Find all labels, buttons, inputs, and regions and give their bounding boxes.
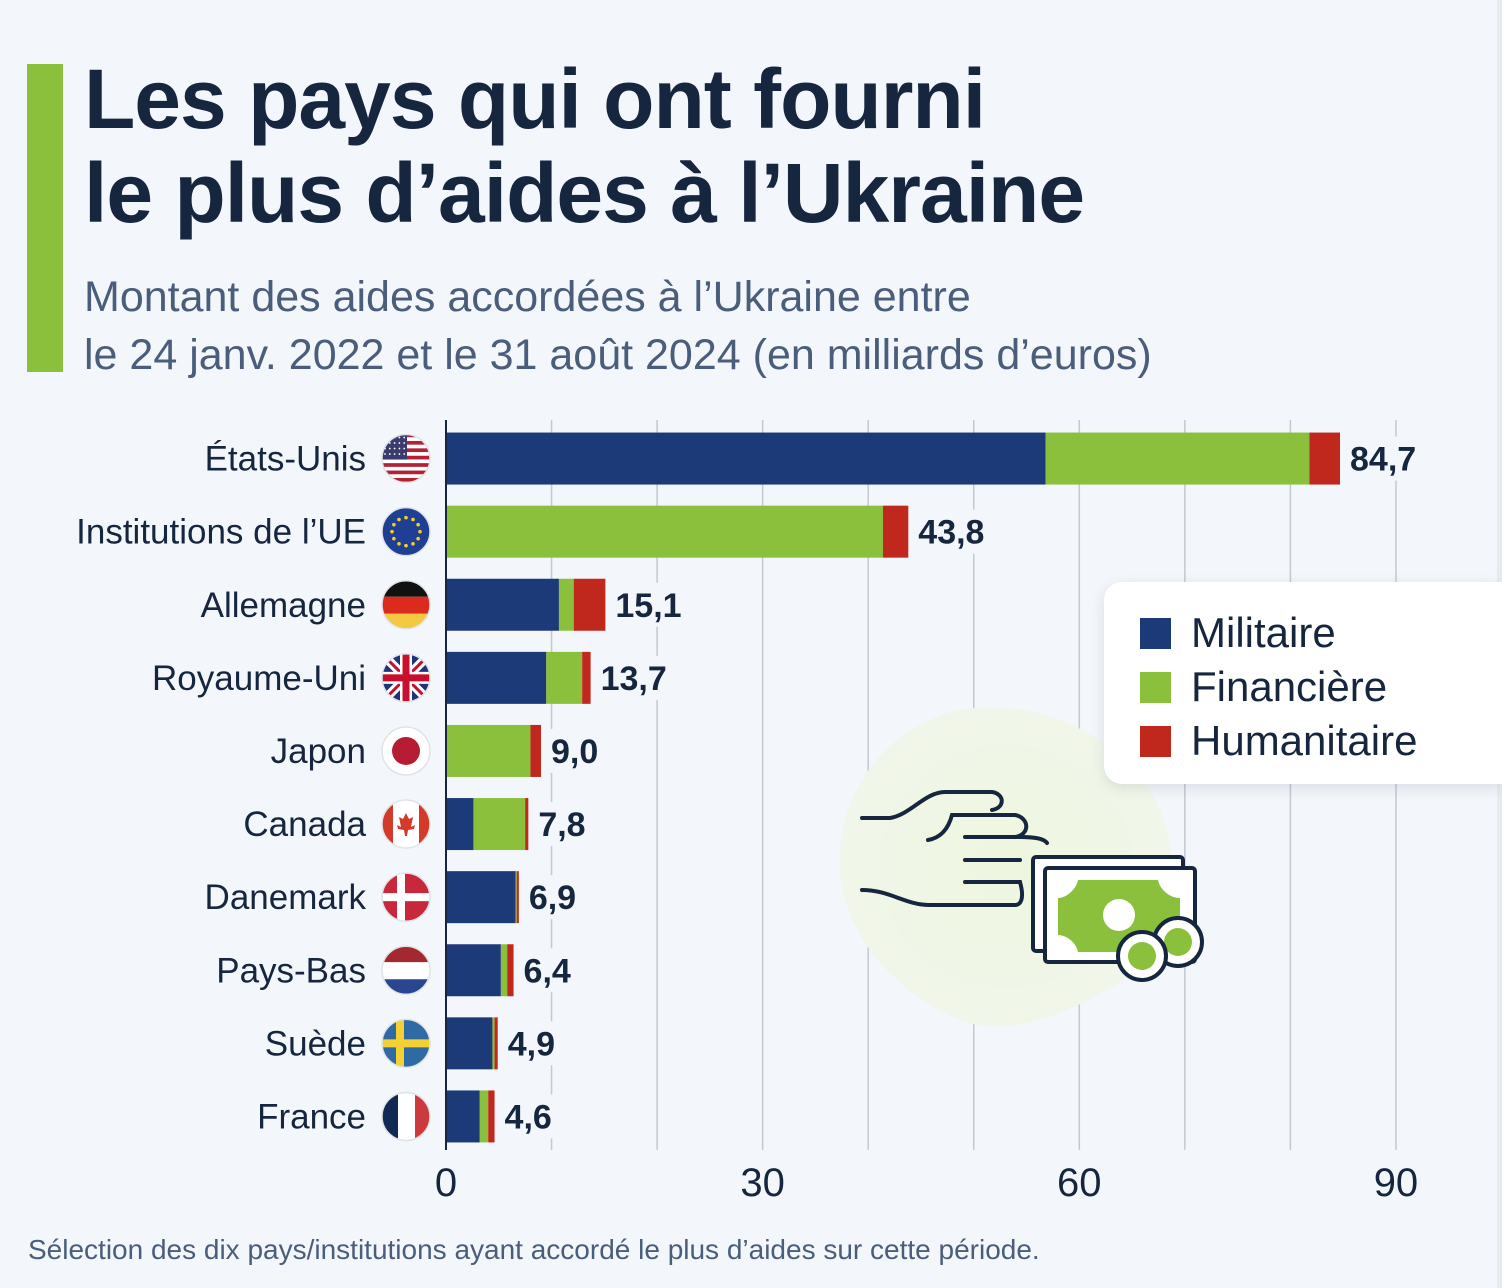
legend-item-militaire: Militaire [1140, 608, 1336, 658]
value-label: 7,8 [538, 806, 585, 844]
x-tick-label: 0 [435, 1161, 457, 1205]
bar-segment-humanitaire [516, 871, 519, 924]
value-label: 15,1 [615, 587, 681, 625]
value-label-background [524, 875, 581, 920]
legend-label-humanitaire: Humanitaire [1191, 717, 1418, 764]
x-tick-label: 30 [740, 1161, 785, 1205]
bars [446, 432, 1341, 1143]
chart-subtitle: Montant des aides accordées à l’Ukraine … [84, 268, 1384, 384]
value-label: 13,7 [601, 660, 667, 698]
bar-segment-militaire [446, 432, 1046, 485]
subtitle-line-1: Montant des aides accordées à l’Ukraine … [84, 273, 971, 321]
bar-segment-humanitaire [530, 724, 541, 777]
bar-segment-financiere [492, 1017, 495, 1070]
category-labels: États-Unis Institutions de l’UE Allemagne R… [76, 440, 366, 1137]
category-label: Royaume-Uni [152, 659, 366, 698]
bar-segment-humanitaire [494, 1017, 498, 1070]
chart-title: Les pays qui ont fourni le plus d’aides … [84, 52, 1284, 240]
bar-segment-financiere [515, 871, 517, 924]
value-labels: 84,7 43,8 15,1 13,79,0 7,8 6,9 6,4 4,9 4,6 [500, 436, 1421, 1139]
category-label: Canada [243, 805, 366, 844]
bar-segment-financiere [473, 798, 526, 851]
legend-item-financiere: Financière [1140, 662, 1387, 712]
bar-segment-humanitaire [1309, 432, 1341, 485]
category-label: Danemark [205, 878, 367, 917]
us-flag-icon [381, 433, 431, 484]
bar-segment-financiere [558, 578, 574, 631]
bar-segment-militaire [446, 1017, 493, 1070]
category-label: France [257, 1097, 366, 1136]
value-label-background [503, 1021, 559, 1066]
japan-flag-icon [381, 726, 431, 776]
subtitle-line-2: le 24 janv. 2022 et le 31 août 2024 (en … [84, 331, 1152, 379]
value-label-background [519, 948, 575, 993]
value-label: 4,9 [508, 1025, 555, 1063]
bar-segment-financiere [446, 724, 531, 777]
coins-icon [1116, 916, 1204, 982]
bar-segment-humanitaire [488, 1090, 495, 1143]
category-label: Allemagne [201, 586, 366, 625]
netherlands-flag-icon [381, 945, 431, 995]
bar-chart: États-Unis Institutions de l’UE Allemagne R… [76, 420, 1421, 1205]
bar-segment-humanitaire [507, 944, 514, 997]
value-label: 43,8 [918, 514, 984, 552]
legend-swatch-humanitaire [1140, 725, 1171, 757]
bar-segment-militaire [446, 651, 547, 704]
legend-item-humanitaire: Humanitaire [1140, 716, 1417, 766]
value-label: 84,7 [1350, 441, 1416, 479]
footnote: Sélection des dix pays/institutions ayan… [28, 1234, 1040, 1265]
title-line-2: le plus d’aides à l’Ukraine [84, 146, 1085, 240]
category-label: Institutions de l’UE [76, 513, 366, 552]
category-label: Pays-Bas [216, 951, 366, 990]
bar-segment-militaire [446, 1090, 480, 1143]
value-label: 6,4 [524, 952, 571, 990]
title-accent-bar [27, 64, 63, 372]
bar-segment-financiere [1045, 432, 1310, 485]
bar-segment-militaire [446, 871, 516, 924]
legend-label-financiere: Financière [1191, 663, 1388, 710]
value-label-background [611, 582, 686, 627]
bar-segment-humanitaire [525, 798, 529, 851]
category-label: Suède [265, 1024, 366, 1063]
flags [381, 433, 431, 1142]
uk-flag-icon [381, 653, 431, 703]
category-label: États-Unis [205, 440, 366, 479]
germany-flag-icon [381, 580, 431, 630]
bar-segment-militaire [446, 578, 559, 631]
value-label-background [534, 802, 590, 847]
x-axis-ticks: 0 30 60 90 [435, 1161, 1418, 1205]
value-label: 6,9 [529, 879, 576, 917]
title-line-1: Les pays qui ont fourni [84, 52, 986, 146]
legend-swatch-financiere [1140, 671, 1171, 703]
bar-segment-financiere [546, 651, 583, 704]
bar-segment-financiere [479, 1090, 489, 1143]
value-label-background [500, 1094, 556, 1139]
value-label: 4,6 [505, 1098, 552, 1136]
france-flag-icon [381, 1091, 431, 1142]
bar-segment-humanitaire [582, 651, 591, 704]
bar-segment-militaire [446, 798, 474, 851]
x-tick-label: 60 [1057, 1161, 1102, 1205]
bar-segment-humanitaire [573, 578, 606, 631]
value-label-background [1346, 436, 1421, 481]
value-label-background [914, 509, 989, 554]
value-label-background [546, 728, 603, 773]
bar-segment-financiere [446, 505, 883, 558]
value-label-background [596, 655, 671, 700]
bar-segment-financiere [500, 944, 508, 997]
hand-icon [860, 790, 1049, 907]
legend-swatch-militaire [1140, 617, 1171, 649]
bar-segment-militaire [446, 944, 501, 997]
bar-segment-humanitaire [882, 505, 909, 558]
sweden-flag-icon [381, 1018, 431, 1069]
legend-label-militaire: Militaire [1191, 609, 1336, 656]
x-tick-label: 90 [1374, 1161, 1419, 1205]
canada-flag-icon [381, 799, 431, 849]
value-label: 9,0 [551, 733, 598, 771]
legend: Militaire Financière Humanitaire [1104, 582, 1502, 784]
eu-flag-icon [381, 506, 431, 557]
category-label: Japon [271, 732, 366, 771]
denmark-flag-icon [381, 872, 431, 922]
hand-giving-money-icon [839, 700, 1240, 1040]
